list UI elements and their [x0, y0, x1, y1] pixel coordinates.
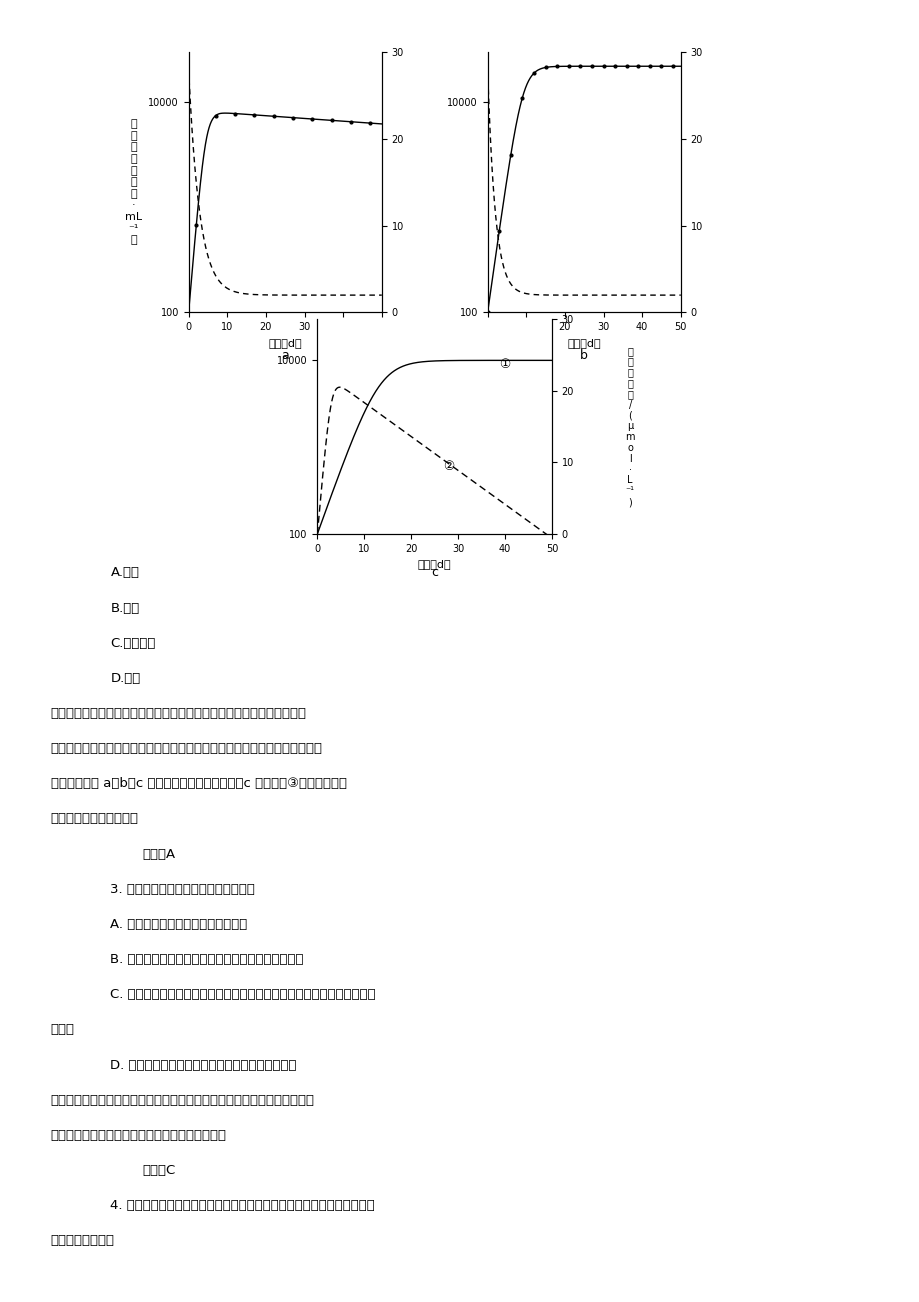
Text: 硅
酸
盐
含
量
/
(
μ
m
o
l
·
L
⁻¹
): 硅 酸 盐 含 量 / ( μ m o l · L ⁻¹ )	[625, 346, 634, 506]
Text: A.竞争: A.竞争	[110, 566, 140, 579]
Text: D. 种群中个体的斗争会因出生率大于死亡率而加剧: D. 种群中个体的斗争会因出生率大于死亡率而加剧	[110, 1059, 297, 1072]
X-axis label: 时间（d）: 时间（d）	[567, 337, 600, 348]
Text: A. 种群是生物进化和繁殖的基本单位: A. 种群是生物进化和繁殖的基本单位	[110, 918, 247, 931]
Text: c: c	[431, 566, 437, 579]
Text: C.种内互助: C.种内互助	[110, 637, 155, 650]
Text: 4. 下表表示某地区三次人口普查时幼年、成年、老年人口的百分比，对其: 4. 下表表示某地区三次人口普查时幼年、成年、老年人口的百分比，对其	[110, 1199, 375, 1212]
Text: 显变大: 显变大	[51, 1023, 74, 1036]
X-axis label: 时间（d）: 时间（d）	[417, 559, 451, 569]
Text: 淡汰。由本题 a、b、c 三个图中曲线的比较可知，c 图中曲线③种群密度迅速: 淡汰。由本题 a、b、c 三个图中曲线的比较可知，c 图中曲线③种群密度迅速	[51, 777, 346, 790]
Text: 分析正确的是（）: 分析正确的是（）	[51, 1234, 115, 1247]
Text: 夺相同的生活资源而发生的斗争称为竞争，竞争的结果往往使得失败的一方被: 夺相同的生活资源而发生的斗争称为竞争，竞争的结果往往使得失败的一方被	[51, 742, 323, 755]
Text: a: a	[281, 349, 289, 362]
Text: D.共生: D.共生	[110, 672, 141, 685]
Text: 3. 下列有关种群的叙述不正确的是（）: 3. 下列有关种群的叙述不正确的是（）	[110, 883, 255, 896]
Text: 答案：A: 答案：A	[142, 848, 176, 861]
Text: b: b	[580, 349, 587, 362]
Text: 答案：C: 答案：C	[142, 1164, 176, 1177]
Text: B.捕食: B.捕食	[110, 602, 140, 615]
Text: B. 种群中的全部个体的基因组成了这个种群的基因库: B. 种群中的全部个体的基因组成了这个种群的基因库	[110, 953, 303, 966]
Text: 解析：种群中各年龄期个体数目比例适中，则该种群年龄组成属于稳定型，: 解析：种群中各年龄期个体数目比例适中，则该种群年龄组成属于稳定型，	[51, 1094, 314, 1107]
X-axis label: 时间（d）: 时间（d）	[268, 337, 301, 348]
Text: C. 种群中各年龄期个体数目比例适中，则该种群的密度在一定时间内会明: C. 种群中各年龄期个体数目比例适中，则该种群的密度在一定时间内会明	[110, 988, 376, 1001]
Text: ②: ②	[443, 460, 454, 473]
Text: 种群密度能长期保持相对稳定，不会有明显变化。: 种群密度能长期保持相对稳定，不会有明显变化。	[51, 1129, 226, 1142]
Text: ①: ①	[499, 358, 510, 371]
Text: 解析：本题考查竞争概念的理解。两种或多种生物生活在同一环境，为争: 解析：本题考查竞争概念的理解。两种或多种生物生活在同一环境，为争	[51, 707, 306, 720]
Text: 种
群
密
度
（
细
胞
·
mL
⁻¹
）: 种 群 密 度 （ 细 胞 · mL ⁻¹ ）	[125, 120, 142, 245]
Text: 下降，有被淡汰的趋势。: 下降，有被淡汰的趋势。	[51, 812, 139, 825]
